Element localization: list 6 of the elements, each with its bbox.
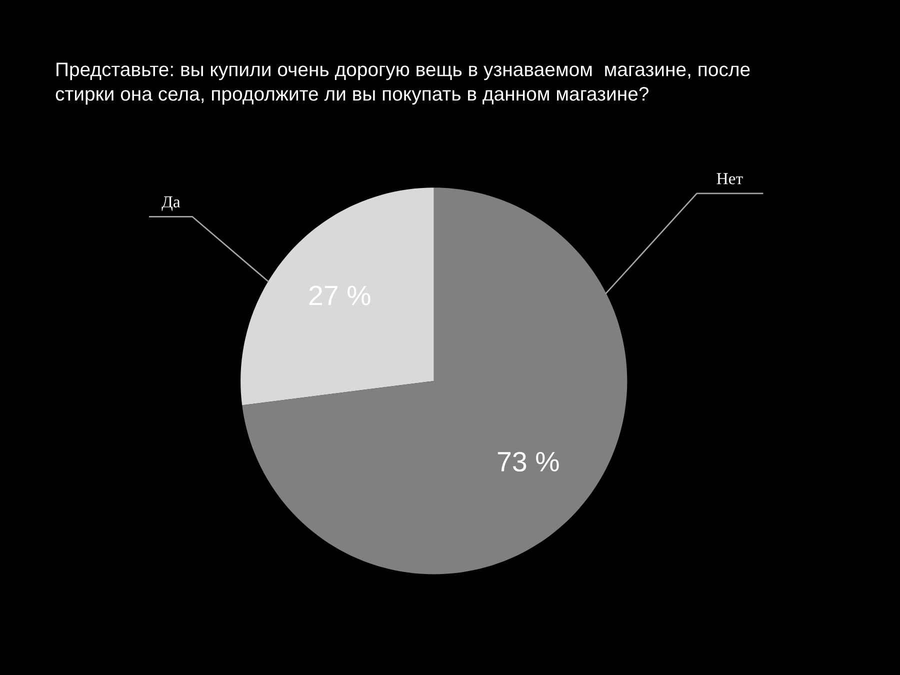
data-label: 73 % [498,452,559,472]
chart-title: Представьте: вы купили очень дорогую вещь в узнаваемом магазине, после стирки она села, продолжите ли вы покупать в данном магазине? [56,62,750,105]
slice-label: Нет [716,173,743,184]
pie-slice [240,188,434,406]
slice-label: Да [162,196,180,211]
pie-slice [242,188,628,574]
